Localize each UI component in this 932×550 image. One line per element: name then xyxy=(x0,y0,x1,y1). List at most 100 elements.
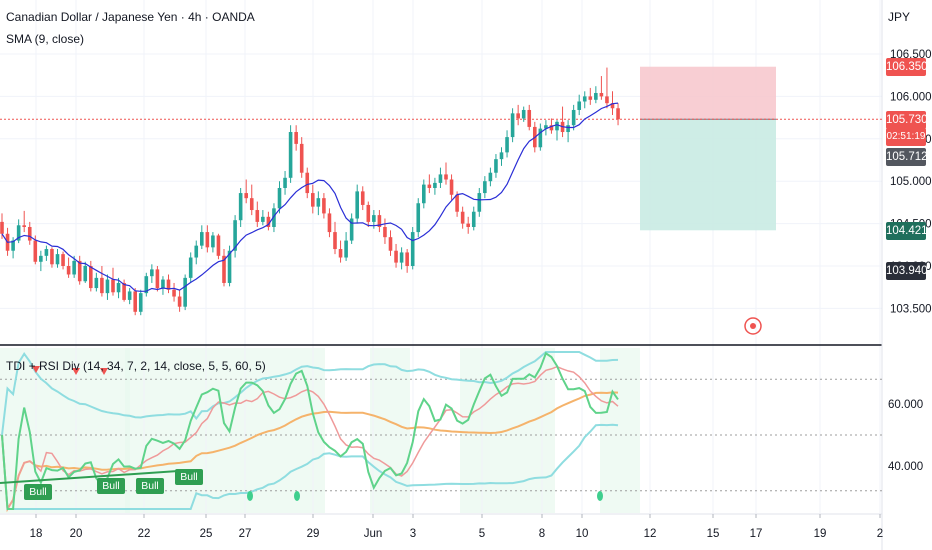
candle-body xyxy=(499,152,504,160)
candle-body xyxy=(521,109,526,119)
alert-icon xyxy=(744,317,762,335)
alert-icon-dot xyxy=(750,323,756,329)
candle-body xyxy=(577,101,581,110)
tdi-market-base-line xyxy=(1,391,619,513)
tdi-indicator-label[interactable]: TDI + RSI Div (14, 34, 7, 2, 14, close, … xyxy=(6,359,266,373)
candle-body xyxy=(366,204,371,222)
candle-body xyxy=(349,218,354,241)
candle-body xyxy=(216,235,221,256)
candle-body xyxy=(22,225,26,227)
price-grid xyxy=(0,0,883,550)
candle-body xyxy=(516,113,520,119)
sma-price-label: 105.712 xyxy=(886,148,928,166)
candle-body xyxy=(138,293,143,312)
candle-body xyxy=(11,240,15,251)
candle-body xyxy=(588,96,593,100)
candle-body xyxy=(249,198,254,211)
candle-body xyxy=(338,249,343,258)
candle-countdown-label: 02:51:19 xyxy=(886,128,926,146)
candle-body xyxy=(582,96,587,102)
candle-body xyxy=(344,240,348,258)
candle-body xyxy=(410,232,415,266)
tdi-signal-line xyxy=(1,365,619,512)
candle-body xyxy=(177,296,182,307)
reward-zone xyxy=(640,119,776,231)
candle-body xyxy=(194,245,199,258)
time-tick-label: 12 xyxy=(644,528,657,540)
candle-body xyxy=(327,213,332,233)
candle-body xyxy=(444,174,448,180)
tdi-zone xyxy=(600,348,640,513)
tdi-zone xyxy=(370,348,410,513)
candle-body xyxy=(272,208,276,227)
candle-body xyxy=(161,279,165,289)
sma-line xyxy=(1,102,619,292)
candle-body xyxy=(566,125,570,133)
candle-body xyxy=(238,193,243,221)
candle-body xyxy=(61,254,65,266)
bull-divergence-label: Bull xyxy=(24,484,52,500)
candle-body xyxy=(39,255,43,262)
time-tick-label: Jun xyxy=(364,528,383,540)
price-tick-label: 106.000 xyxy=(890,91,932,103)
candle-body xyxy=(594,93,598,100)
time-tick-label: 29 xyxy=(307,528,320,540)
candle-body xyxy=(427,184,432,188)
low-price-label: 103.940 xyxy=(886,262,928,280)
time-tick-label: 27 xyxy=(239,528,252,540)
time-tick-label: 8 xyxy=(539,528,545,540)
candle-body xyxy=(50,249,54,265)
candle-body xyxy=(449,179,454,195)
candle-body xyxy=(205,232,210,248)
symbol-title[interactable]: Canadian Dollar / Japanese Yen · 4h · OA… xyxy=(6,10,255,24)
candle-body xyxy=(89,266,93,289)
price-candles xyxy=(0,67,620,316)
candle-body xyxy=(388,237,393,251)
candle-body xyxy=(155,269,160,289)
time-tick-label: 2 xyxy=(877,528,883,540)
candle-body xyxy=(355,191,359,219)
candle-body xyxy=(477,193,482,212)
candle-body xyxy=(77,260,82,282)
time-tick-label: 17 xyxy=(750,528,763,540)
price-tick-label: 103.500 xyxy=(890,303,932,315)
bull-divergence-label: Bull xyxy=(97,478,125,494)
candle-body xyxy=(527,109,532,127)
candle-body xyxy=(27,226,32,241)
last-price-label: 105.730 xyxy=(886,111,928,129)
candle-body xyxy=(222,255,226,283)
candle-body xyxy=(33,240,38,262)
long-short-position-tool[interactable] xyxy=(0,66,882,335)
candle-body xyxy=(299,143,304,173)
sma-indicator-label[interactable]: SMA (9, close) xyxy=(6,32,85,46)
candle-body xyxy=(55,254,60,265)
candle-body xyxy=(261,216,265,222)
time-tick-label: 15 xyxy=(707,528,720,540)
signal-dot xyxy=(597,491,603,501)
candle-body xyxy=(133,291,137,312)
candle-body xyxy=(150,269,154,277)
candle-body xyxy=(0,221,4,234)
bull-divergence-label: Bull xyxy=(136,478,164,494)
candle-body xyxy=(66,266,71,275)
candle-body xyxy=(72,260,76,275)
candle-body xyxy=(360,191,365,205)
candle-body xyxy=(283,177,287,188)
signal-dot xyxy=(247,491,253,501)
time-tick-label: 19 xyxy=(814,528,827,540)
candle-body xyxy=(305,172,310,194)
bear-marker xyxy=(100,368,108,375)
candle-body xyxy=(316,198,321,207)
time-tick-label: 22 xyxy=(138,528,151,540)
price-tick-label: 105.000 xyxy=(890,176,932,188)
time-tick-label: 10 xyxy=(576,528,589,540)
bull-divergence-label: Bull xyxy=(175,469,203,485)
candle-body xyxy=(616,108,620,120)
currency-label[interactable]: JPY xyxy=(888,10,911,24)
candle-body xyxy=(433,182,437,188)
candle-body xyxy=(44,249,49,256)
signal-dot xyxy=(294,491,300,501)
candle-body xyxy=(494,159,498,173)
candle-body xyxy=(227,250,232,283)
